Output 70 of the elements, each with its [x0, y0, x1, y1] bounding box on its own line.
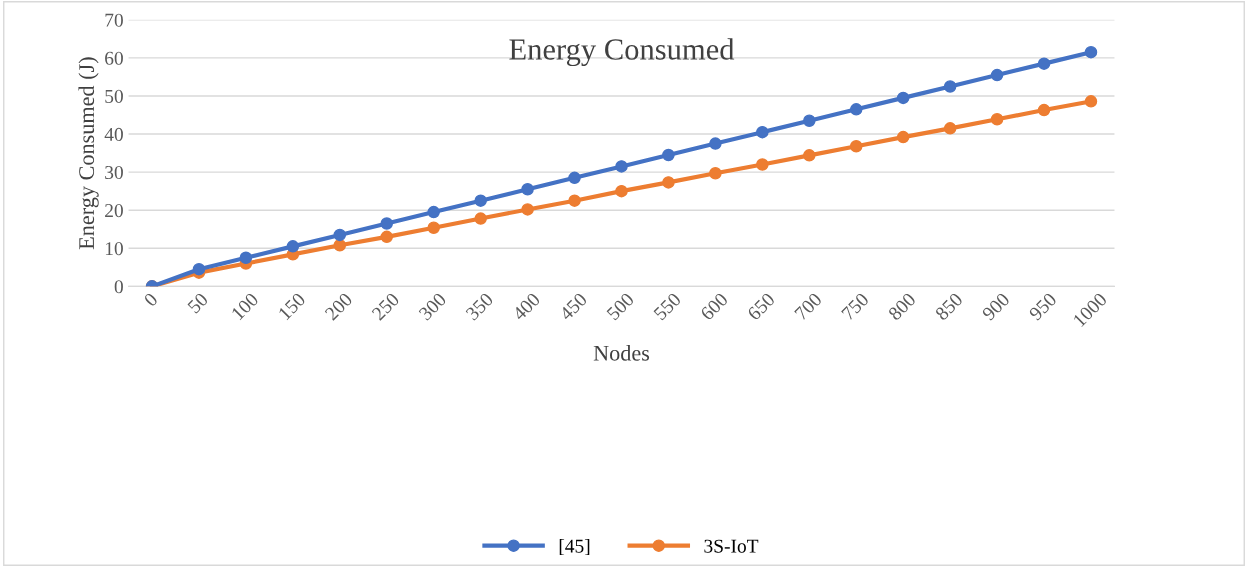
- point: [286, 240, 300, 253]
- point: [896, 91, 910, 105]
- text: Energy Consumed: [509, 38, 735, 67]
- point: [380, 230, 394, 244]
- point: [756, 125, 769, 139]
- point: [192, 262, 206, 276]
- x-tick-label: 550: [653, 292, 682, 321]
- point: [239, 251, 253, 265]
- point: [849, 103, 863, 116]
- x-tick-label: 450: [558, 292, 588, 322]
- point: [521, 203, 534, 216]
- x-tick-label: 600: [699, 292, 729, 321]
- x-tick-label: 350: [465, 292, 494, 321]
- point: [521, 183, 534, 196]
- x-tick-label: 800: [887, 292, 917, 321]
- point: [380, 217, 394, 230]
- x-tick-label: 50: [187, 292, 209, 314]
- point: [474, 194, 487, 207]
- x-tick-label: 850: [934, 292, 964, 321]
- point: [803, 149, 816, 162]
- x-tick-label: 950: [1028, 292, 1058, 322]
- y-tick-label: 50: [105, 89, 123, 103]
- point: [427, 205, 440, 219]
- point: [1084, 95, 1098, 108]
- point: [943, 80, 957, 93]
- point: [1037, 103, 1051, 117]
- x-tick-label: 200: [324, 292, 354, 321]
- x-tick-label: 700: [794, 292, 823, 321]
- x-tick-label: 650: [746, 292, 776, 321]
- point: [427, 221, 440, 234]
- point: [896, 130, 910, 144]
- point: [849, 139, 863, 153]
- point: [568, 194, 581, 207]
- x-tick-label: 150: [277, 292, 307, 321]
- point: [803, 114, 816, 127]
- x-tick-label: 400: [511, 292, 541, 322]
- point: [333, 228, 347, 242]
- x-tick-label: 500: [606, 292, 635, 321]
- x-tick-label: 250: [371, 292, 400, 321]
- x-tick-label: 750: [841, 292, 870, 321]
- point: [943, 122, 957, 135]
- legend-label: [45]: [559, 539, 590, 556]
- y-axis-title: Energy Consumed (J): [78, 57, 99, 250]
- point: [1084, 45, 1098, 59]
- point: [756, 158, 769, 171]
- x-tick-label: 100: [230, 292, 260, 321]
- x-tick-label: 300: [418, 292, 447, 321]
- point: [709, 167, 722, 180]
- legend-label: 3S-IoT: [704, 539, 759, 553]
- point: [474, 212, 487, 225]
- x-tick-label: 900: [981, 292, 1011, 322]
- x-axis-title: Nodes: [593, 345, 650, 361]
- point: [615, 160, 628, 173]
- point: [662, 148, 675, 162]
- y-tick-label: 70: [105, 13, 123, 27]
- point: [990, 68, 1004, 82]
- y-tick-label: 60: [105, 51, 123, 65]
- point: [662, 176, 675, 189]
- x-tick-label: 1000: [1072, 292, 1108, 328]
- point: [709, 137, 722, 150]
- x-tick-label: 0: [143, 292, 159, 308]
- y-tick-label: 10: [105, 242, 123, 256]
- y-tick-label: 20: [105, 204, 123, 218]
- point: [615, 184, 628, 198]
- point: [568, 171, 581, 185]
- y-tick-label: 0: [114, 280, 123, 294]
- point: [1037, 57, 1051, 70]
- y-tick-label: 30: [105, 165, 123, 180]
- y-tick-label: 40: [104, 127, 123, 141]
- point: [990, 112, 1004, 126]
